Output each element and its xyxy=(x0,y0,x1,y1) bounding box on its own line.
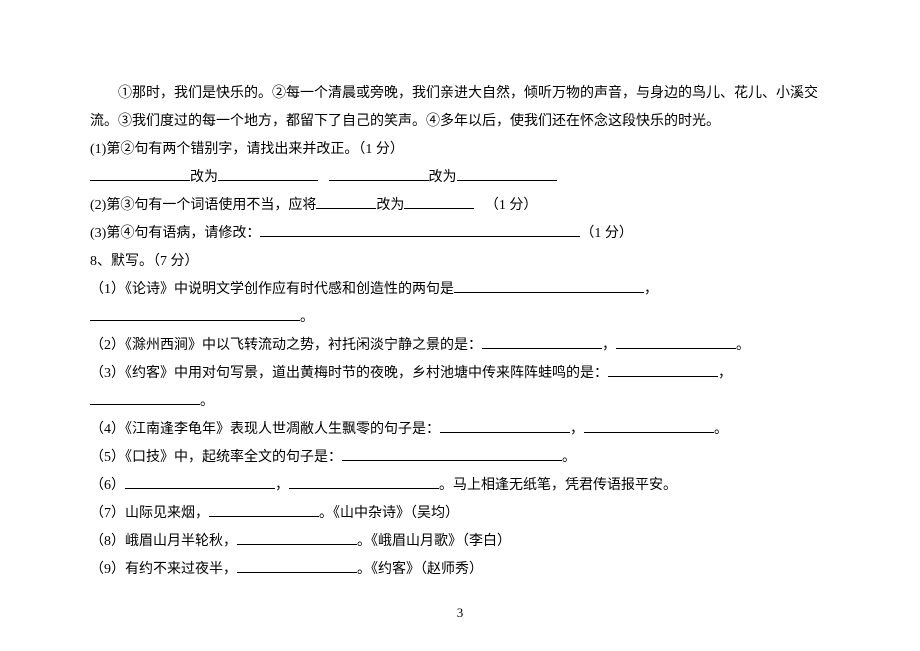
question-2: (2)第③句有一个词语使用不当，应将 改为 （1 分） xyxy=(90,192,830,220)
q1-gaiwei-2: 改为 xyxy=(429,170,457,185)
d8-tail: 。《峨眉山月歌》（李白） xyxy=(357,534,511,549)
q1-gaiwei-1: 改为 xyxy=(190,170,218,185)
d6-tail: 。马上相逢无纸笔，凭君传语报平安。 xyxy=(439,478,677,493)
d2-text: （2）《滁州西涧》中以飞转流动之势，衬托闲淡宁静之景的是： xyxy=(90,338,482,353)
q3-head: (3)第④句有语病，请修改： xyxy=(90,226,260,241)
d1-blank-1[interactable] xyxy=(454,278,644,293)
q1-blank-3[interactable] xyxy=(329,166,429,181)
dict-4: （4）《江南逢李龟年》表现人世凋敝人生飘零的句子是： ， 。 xyxy=(90,416,830,444)
d6-head: （6） xyxy=(90,478,125,493)
d7-blank[interactable] xyxy=(209,502,319,517)
dict-8: （8）峨眉山月半轮秋， 。《峨眉山月歌》（李白） xyxy=(90,528,830,556)
d5-text: （5）《口技》中，起统率全文的句子是： xyxy=(90,450,342,465)
d9-tail: 。《约客》（赵师秀） xyxy=(357,562,483,577)
d3-blank-1[interactable] xyxy=(608,362,718,377)
d4-blank-2[interactable] xyxy=(584,418,714,433)
d5-period: 。 xyxy=(562,450,576,465)
d8-head: （8）峨眉山月半轮秋， xyxy=(90,534,237,549)
d9-blank[interactable] xyxy=(237,558,357,573)
d2-blank-1[interactable] xyxy=(482,334,602,349)
d5-blank[interactable] xyxy=(342,446,562,461)
d7-head: （7）山际见来烟， xyxy=(90,506,209,521)
dict-5: （5）《口技》中，起统率全文的句子是： 。 xyxy=(90,444,830,472)
d3-text: （3）《约客》中用对句写景，道出黄梅时节的夜晚，乡村池塘中传来阵阵蛙鸣的是： xyxy=(90,366,608,381)
q2-head: (2)第③句有一个词语使用不当，应将 xyxy=(90,198,316,213)
d3-blank-2[interactable] xyxy=(90,390,200,405)
d9-head: （9）有约不来过夜半， xyxy=(90,562,237,577)
d2-blank-2[interactable] xyxy=(616,334,736,349)
d7-tail: 。《山中杂诗》（吴均） xyxy=(319,506,459,521)
d6-blank-2[interactable] xyxy=(289,474,439,489)
d2-comma: ， xyxy=(602,338,616,353)
d4-blank-1[interactable] xyxy=(440,418,570,433)
d1-comma: ， xyxy=(644,282,658,297)
d1-text: （1）《论诗》中说明文学创作应有时代感和创造性的两句是 xyxy=(90,282,454,297)
dict-9: （9）有约不来过夜半， 。《约客》（赵师秀） xyxy=(90,556,830,584)
d3-comma: ， xyxy=(718,366,732,381)
d2-period: 。 xyxy=(736,338,750,353)
d3-period: 。 xyxy=(200,394,214,409)
q1-blank-4[interactable] xyxy=(457,166,557,181)
passage-text: ①那时，我们是快乐的。②每一个清晨或旁晚，我们亲进大自然，倾听万物的声音，与身边… xyxy=(90,80,830,136)
d1-blank-2[interactable] xyxy=(90,306,300,321)
dict-7: （7）山际见来烟， 。《山中杂诗》（吴均） xyxy=(90,500,830,528)
d6-comma: ， xyxy=(275,478,289,493)
page-number: 3 xyxy=(0,600,920,626)
question-1-blanks: 改为 改为 xyxy=(90,164,830,192)
q1-blank-2[interactable] xyxy=(218,166,318,181)
q2-blank-2[interactable] xyxy=(404,194,474,209)
d6-blank-1[interactable] xyxy=(125,474,275,489)
question-3: (3)第④句有语病，请修改： （1 分） xyxy=(90,220,830,248)
dict-1: （1）《论诗》中说明文学创作应有时代感和创造性的两句是 ， xyxy=(90,276,830,304)
q2-tail: （1 分） xyxy=(485,198,538,213)
d1-period: 。 xyxy=(300,310,314,325)
dict-1b: 。 xyxy=(90,304,830,332)
q2-blank-1[interactable] xyxy=(316,194,376,209)
dict-2: （2）《滁州西涧》中以飞转流动之势，衬托闲淡宁静之景的是： ， 。 xyxy=(90,332,830,360)
d8-blank[interactable] xyxy=(237,530,357,545)
dict-3: （3）《约客》中用对句写景，道出黄梅时节的夜晚，乡村池塘中传来阵阵蛙鸣的是： ， 。 xyxy=(90,360,830,416)
d4-comma: ， xyxy=(570,422,584,437)
dict-6: （6） ， 。马上相逢无纸笔，凭君传语报平安。 xyxy=(90,472,830,500)
d4-period: 。 xyxy=(714,422,728,437)
q1-blank-1[interactable] xyxy=(90,166,190,181)
q3-blank[interactable] xyxy=(260,222,580,237)
d4-text: （4）《江南逢李龟年》表现人世凋敝人生飘零的句子是： xyxy=(90,422,440,437)
q2-mid: 改为 xyxy=(376,198,404,213)
question-8-title: 8、默写。（7 分） xyxy=(90,248,830,276)
question-1-prompt: (1)第②句有两个错别字，请找出来并改正。（1 分） xyxy=(90,136,830,164)
q3-tail: （1 分） xyxy=(580,226,633,241)
